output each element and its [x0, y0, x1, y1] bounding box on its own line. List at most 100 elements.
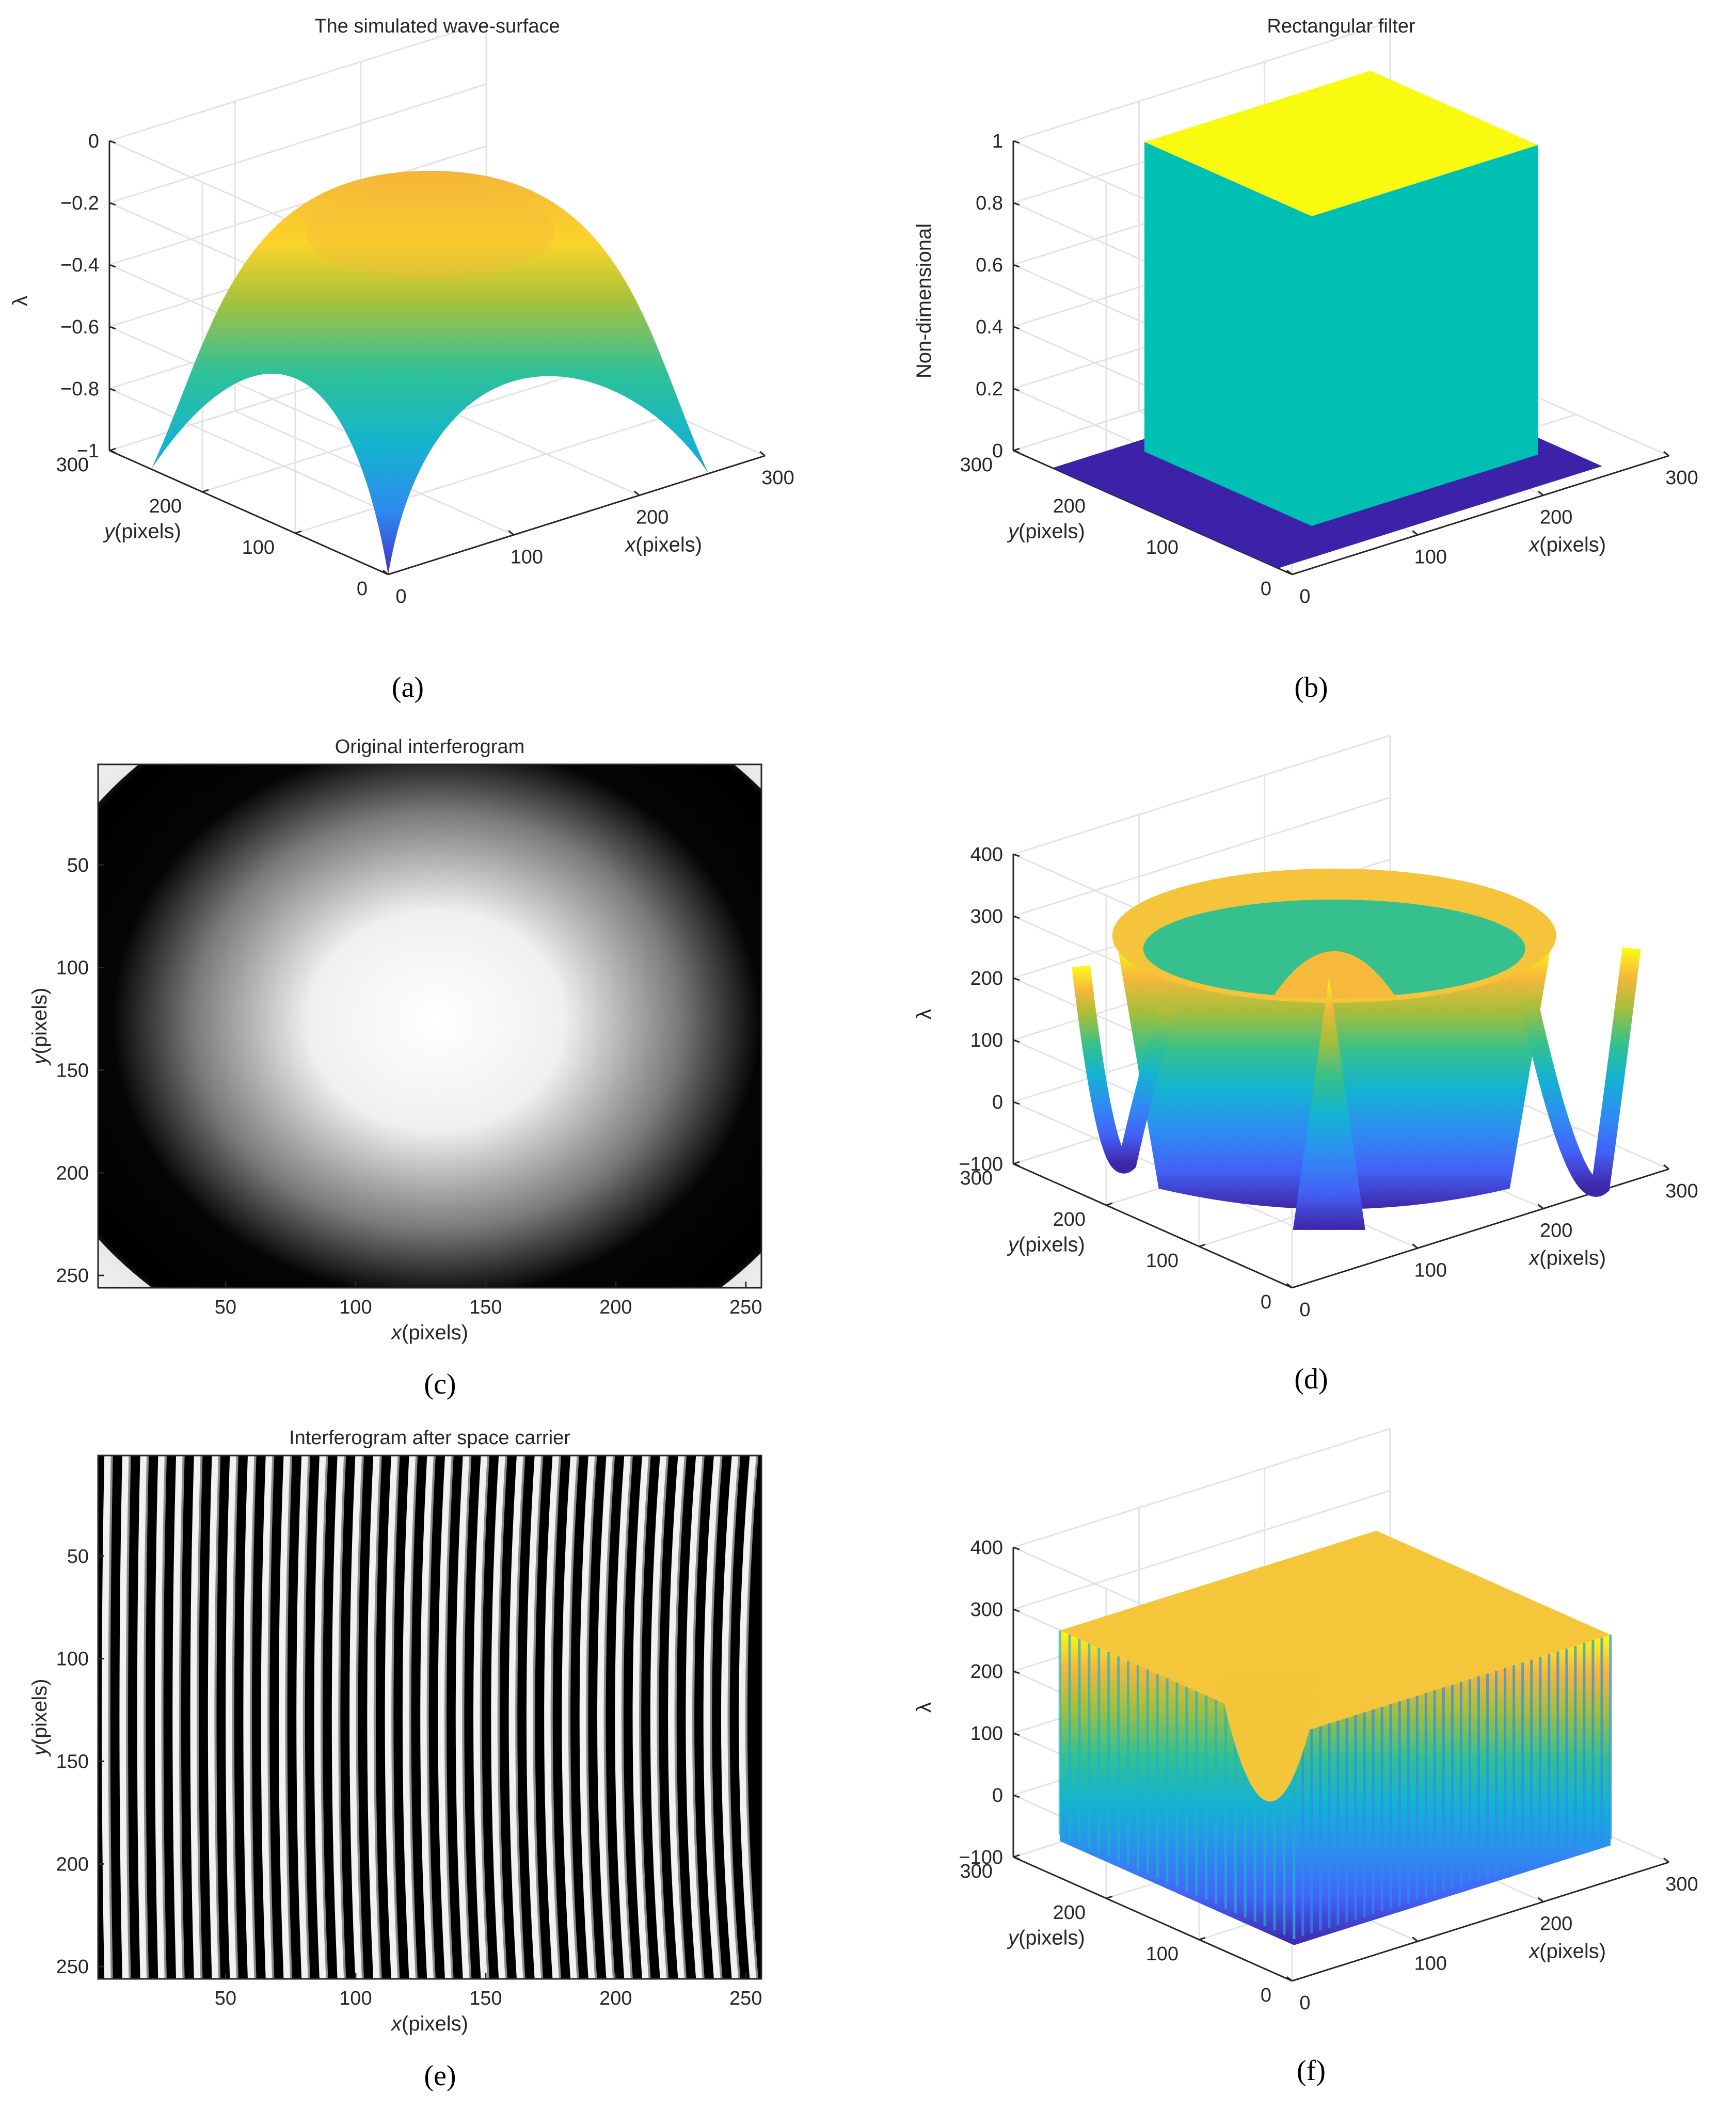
z-tick-label: 400: [970, 844, 1003, 866]
y-tick-label: 200: [149, 495, 182, 517]
fringe-edge: [426, 1456, 436, 1979]
fringe-edge: [586, 1456, 597, 1979]
y-tick: [1292, 1285, 1299, 1289]
fringe-edge: [356, 1456, 364, 1979]
x-tick-label: 100: [1414, 1953, 1447, 1974]
plot-frame: [97, 763, 762, 1289]
x-tick-label: 300: [1665, 467, 1698, 489]
y-tick-label: 150: [56, 1060, 89, 1081]
x-tick-label: 200: [599, 1988, 632, 2009]
fringe-edge: [197, 1456, 203, 1979]
z-tick-label: −100: [959, 1847, 1003, 1868]
ring-inner: [1143, 899, 1525, 998]
chart-title: Interferogram after space carrier: [289, 1427, 570, 1449]
z-tick: [1013, 853, 1020, 857]
panel-caption: (a): [392, 671, 424, 703]
left-trough: [1072, 965, 1178, 1174]
z-tick-label: 300: [970, 1599, 1003, 1621]
z-tick: [1013, 202, 1020, 206]
wave-surface: [151, 170, 709, 574]
fringe-edge: [373, 1456, 382, 1979]
z-tick: [109, 326, 116, 330]
fringe-stripe: [491, 1456, 506, 1979]
filter-side-face: [1144, 142, 1312, 526]
y-tick-label: 50: [67, 1546, 89, 1568]
x-tick-label: 0: [1299, 586, 1310, 607]
right-trough: [1519, 947, 1641, 1197]
x-tick-label: 100: [511, 546, 543, 568]
fringe-edge: [249, 1456, 257, 1979]
y-tick-label: 0: [357, 578, 368, 600]
z-axis-label: λ: [9, 296, 31, 306]
y-tick-label: 200: [1053, 1902, 1086, 1924]
y-tick-label: 100: [242, 537, 275, 558]
y-axis-line: [109, 450, 389, 575]
y-axis-line: [1013, 1163, 1293, 1289]
fringe-stripe: [668, 1456, 686, 1979]
fringe-edge: [409, 1456, 418, 1979]
z-tick-label: 0.8: [976, 193, 1003, 214]
y-tick: [1106, 1202, 1113, 1206]
x-axis-label: x(pixels): [390, 2012, 468, 2035]
fringe-stripe: [526, 1456, 543, 1979]
fringe-stripe: [544, 1456, 560, 1979]
z-tick-label: −0.8: [60, 378, 99, 400]
fringe-edge: [214, 1456, 221, 1979]
z-tick-label: −1: [77, 440, 99, 462]
fringe-stripe: [226, 1456, 237, 1979]
fringe-edge: [603, 1456, 615, 1979]
x-tick: [1286, 1976, 1293, 1982]
fringe-edge: [568, 1456, 579, 1979]
x-tick-label: 100: [339, 1297, 372, 1318]
z-tick-label: 0: [88, 131, 99, 152]
z-tick-label: 400: [970, 1537, 1003, 1559]
panel-caption: (c): [424, 1368, 456, 1400]
panel-caption: (b): [1294, 671, 1328, 703]
front-spike: [1293, 977, 1365, 1230]
x-axis-label: x(pixels): [390, 1321, 468, 1344]
x-tick-label: 150: [469, 1988, 502, 2009]
y-tick-label: 100: [56, 1649, 89, 1670]
z-tick-label: 300: [970, 906, 1003, 927]
y-tick: [1199, 1243, 1206, 1248]
y-tick-label: 100: [1146, 1250, 1178, 1272]
y-tick-label: 0: [1261, 1985, 1271, 2006]
fringe-stripe: [703, 1456, 722, 1979]
fringe-stripe: [278, 1456, 292, 1979]
x-tick: [1286, 1283, 1293, 1289]
x-tick-label: 200: [636, 507, 668, 529]
x-tick-label: 100: [1414, 1259, 1447, 1281]
fringe-edge: [727, 1456, 741, 1979]
x-tick: [1412, 530, 1419, 536]
x-tick-label: 50: [215, 1297, 236, 1318]
fringe-stripe: [208, 1456, 220, 1979]
panel-caption: (d): [1294, 1363, 1328, 1395]
x-tick: [1412, 1937, 1419, 1942]
x-tick-label: 200: [1540, 1913, 1572, 1935]
x-tick-label: 100: [339, 1988, 372, 2009]
z-tick: [1013, 1101, 1020, 1105]
fringe-edge: [302, 1456, 310, 1979]
x-tick: [1286, 569, 1293, 575]
z-tick: [1013, 1546, 1020, 1550]
filter-front-face: [1312, 145, 1538, 526]
chart-title: Rectangular filter: [1267, 15, 1415, 37]
z-tick: [109, 140, 116, 144]
x-tick-label: 250: [729, 1297, 762, 1318]
y-tick-label: 50: [67, 855, 89, 876]
fringe-edge: [692, 1456, 705, 1979]
x-axis-label: x(pixels): [1528, 1246, 1606, 1269]
fringe-stripe: [721, 1456, 740, 1979]
panel-a: 01002003000100200300−1−0.8−0.6−0.4−0.20x…: [9, 15, 794, 703]
y-tick: [388, 571, 395, 575]
z-tick: [1013, 1732, 1020, 1736]
y-tick: [1292, 571, 1299, 575]
fringe-edge: [179, 1456, 185, 1979]
plot-frame: [97, 1454, 762, 1980]
z-tick-label: 100: [970, 1723, 1003, 1745]
fringe-edge: [108, 1456, 113, 1979]
x-tick-label: 200: [599, 1297, 632, 1318]
z-tick-label: 0: [992, 440, 1003, 462]
x-tick-label: 0: [1299, 1992, 1310, 2014]
